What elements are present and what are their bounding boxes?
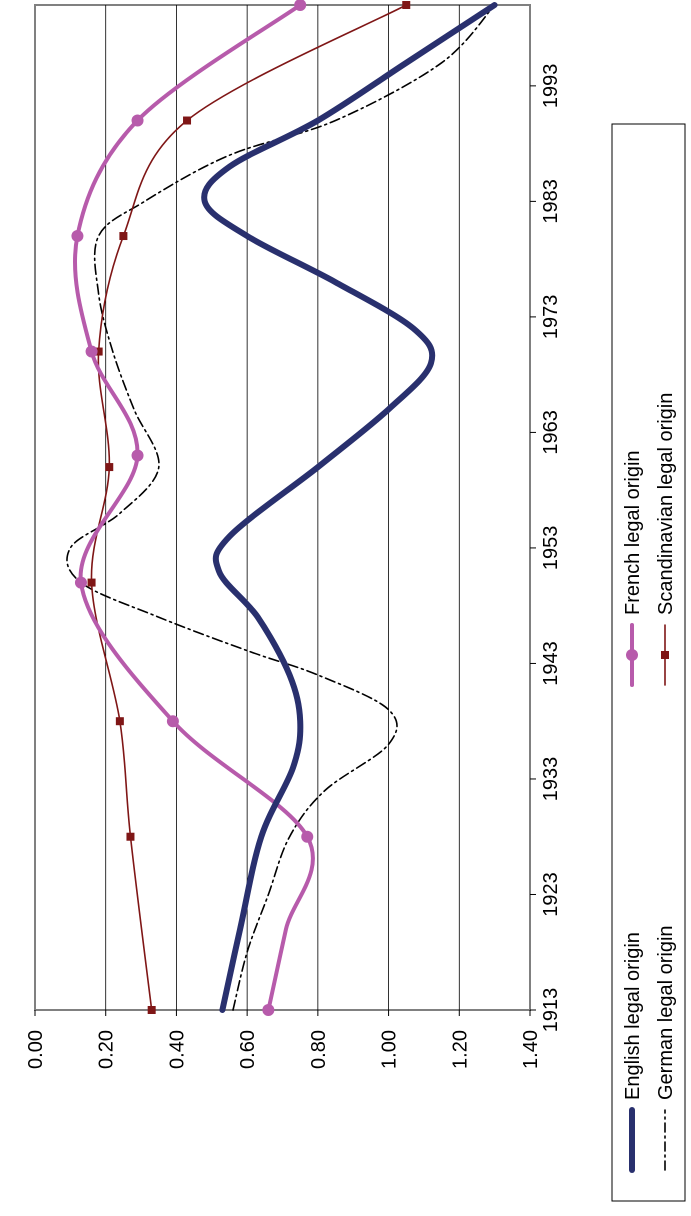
y-tick-label: 0.40 <box>166 1030 188 1069</box>
data-point-scandinavian-legal-origin <box>119 232 128 241</box>
x-tick-label: 1933 <box>540 757 562 802</box>
x-tick-label: 1953 <box>540 526 562 571</box>
data-point-scandinavian-legal-origin <box>126 832 135 841</box>
x-tick-label: 1983 <box>540 179 562 224</box>
y-axis-ticks: 0.00 0.20 0.40 0.60 0.80 1.00 1.20 1.40 <box>25 1010 542 1069</box>
data-point-scandinavian-legal-origin <box>105 463 114 472</box>
data-point-french-legal-origin <box>74 576 87 589</box>
y-tick-label: 0.80 <box>308 1030 330 1069</box>
x-tick-label: 1913 <box>540 988 562 1033</box>
data-point-scandinavian-legal-origin <box>115 717 124 726</box>
data-point-french-legal-origin <box>71 230 84 243</box>
data-point-scandinavian-legal-origin <box>147 1006 156 1014</box>
series-line-german-legal-origin <box>66 4 496 1011</box>
x-tick-label: 1993 <box>540 64 562 109</box>
marker-layer <box>71 0 411 1016</box>
x-tick-label: 1943 <box>540 641 562 686</box>
y-tick-label: 0.20 <box>96 1030 118 1069</box>
grid <box>34 4 531 1011</box>
y-tick-label: 0.00 <box>25 1030 47 1069</box>
data-point-scandinavian-legal-origin <box>94 347 103 356</box>
legend-label-german-legal-origin: German legal origin <box>655 925 677 1100</box>
series-line-english-legal-origin <box>201 2 498 1013</box>
x-tick-label: 1923 <box>540 872 562 917</box>
legend-label-english-legal-origin: English legal origin <box>622 932 644 1100</box>
series-layer <box>66 2 498 1013</box>
x-tick-label: 1973 <box>540 295 562 340</box>
data-point-french-legal-origin <box>262 1004 275 1016</box>
x-axis-ticks: 1913 1923 1933 1943 1953 1963 1973 1983 1993 <box>530 64 562 1033</box>
data-point-scandinavian-legal-origin <box>87 578 96 587</box>
plot-frame <box>34 4 531 1011</box>
data-point-scandinavian-legal-origin <box>402 1 411 9</box>
y-tick-label: 1.00 <box>379 1030 401 1069</box>
data-point-french-legal-origin <box>85 345 98 358</box>
legend-box <box>611 123 686 1202</box>
series-line-french-legal-origin <box>73 3 315 1012</box>
legend-symbol-scandinavian-legal-origin <box>661 624 669 686</box>
y-tick-label: 1.20 <box>449 1030 471 1069</box>
x-tick-label: 1963 <box>540 410 562 455</box>
data-point-french-legal-origin <box>131 449 144 462</box>
data-point-scandinavian-legal-origin <box>183 116 192 125</box>
data-point-french-legal-origin <box>301 830 314 843</box>
data-point-french-legal-origin <box>294 0 307 11</box>
data-point-french-legal-origin <box>166 715 179 728</box>
y-tick-label: 0.60 <box>237 1030 259 1069</box>
legend-symbol-french-legal-origin <box>626 623 638 687</box>
legend-label-scandinavian-legal-origin: Scandinavian legal origin <box>655 393 677 615</box>
legend-label-french-legal-origin: French legal origin <box>622 450 644 615</box>
data-point-french-legal-origin <box>131 114 144 127</box>
y-tick-label: 1.40 <box>520 1030 542 1069</box>
legend: English legal origin German legal origin F… <box>611 123 686 1202</box>
